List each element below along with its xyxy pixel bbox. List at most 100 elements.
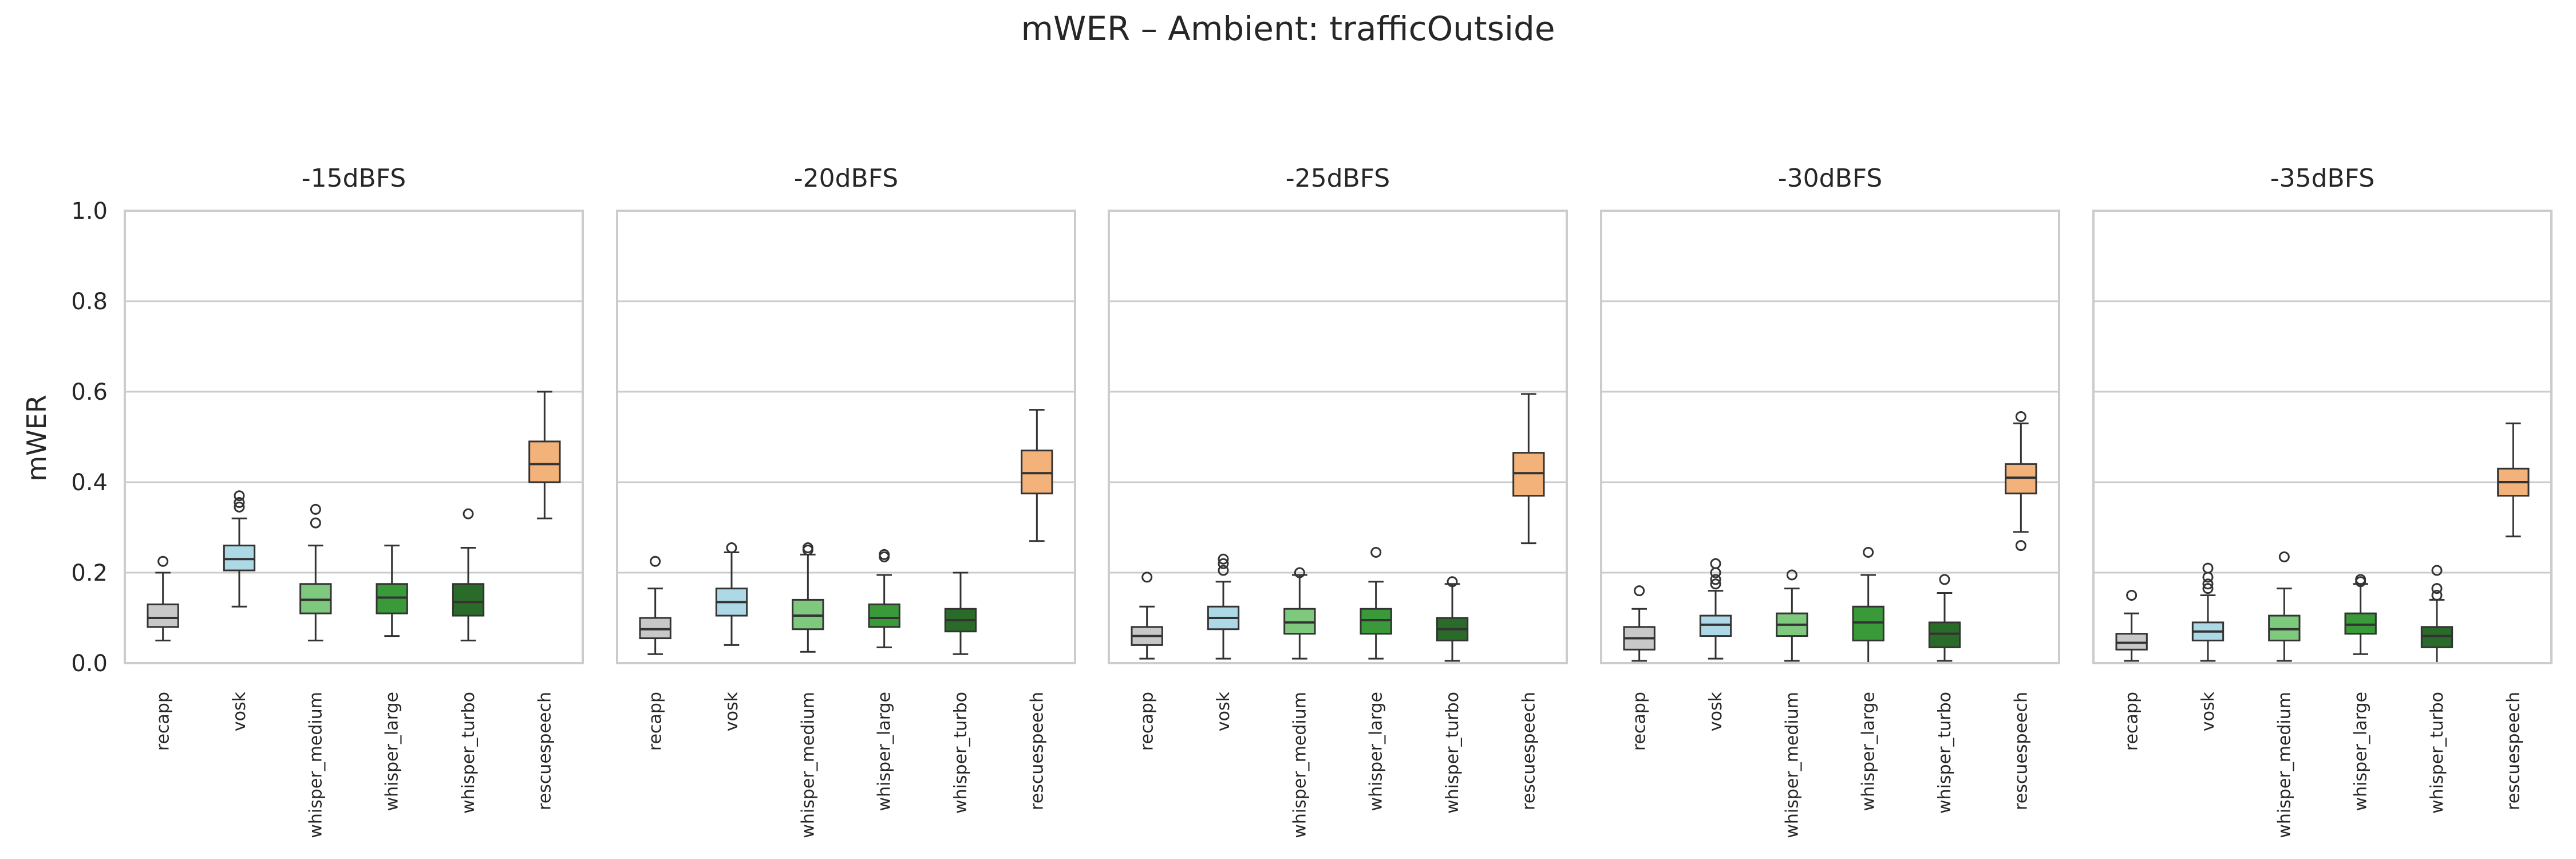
box-whisper_turbo <box>944 572 977 655</box>
box-whisper_turbo <box>2420 565 2453 664</box>
x-tick-label: recapp <box>1137 692 1157 751</box>
outlier-point <box>157 555 169 567</box>
outlier-point <box>1370 546 1382 558</box>
x-tick-label: whisper_large <box>2351 692 2371 811</box>
panel-3: -30dBFS recapp vosk whisper_medium whisper_l… <box>1600 164 2060 838</box>
panel-title: -15dBFS <box>302 164 406 193</box>
outlier-point <box>310 503 321 515</box>
x-tick-label: whisper_turbo <box>1935 692 1955 814</box>
plot-frame <box>124 210 584 664</box>
x-tick-label: whisper_medium <box>2274 692 2294 838</box>
x-tick-label: vosk <box>230 691 250 731</box>
box-recapp <box>639 555 671 655</box>
outlier-point <box>1218 565 1229 576</box>
outlier-point <box>310 517 321 529</box>
y-axis-label: mWER <box>21 395 52 481</box>
y-tick-label: 0.0 <box>71 651 108 677</box>
outlier-point <box>726 542 737 554</box>
outlier-point <box>234 501 245 513</box>
box-whisper_large <box>868 549 900 648</box>
x-tick-label: vosk <box>1706 691 1726 731</box>
box-vosk <box>2191 562 2225 662</box>
box-whisper_medium <box>299 503 332 641</box>
panel-title: -25dBFS <box>1286 164 1390 193</box>
box-whisper_medium <box>1283 567 1316 660</box>
box-whisper_medium <box>2268 551 2301 662</box>
box-whisper_large <box>1360 546 1392 660</box>
y-tick-label: 0.6 <box>71 379 108 405</box>
x-tick-label: recapp <box>2122 692 2142 751</box>
box-body <box>868 603 900 628</box>
box-whisper_large <box>376 545 408 637</box>
plot-area <box>617 211 1075 663</box>
x-tick-label: recapp <box>646 692 666 751</box>
y-tick-label: 1.0 <box>71 198 108 224</box>
x-tick-label: rescuespeech <box>2503 692 2523 810</box>
box-recapp <box>2115 590 2148 662</box>
x-tick-label: whisper_medium <box>798 692 818 838</box>
outlier-point <box>234 497 245 509</box>
panel-4: -35dBFS recapp vosk whisper_medium whisper_l… <box>2092 164 2553 838</box>
outlier-point <box>234 490 245 502</box>
outlier-point <box>1939 574 1950 585</box>
panel-title: -20dBFS <box>794 164 898 193</box>
x-tick-label: whisper_medium <box>306 692 326 838</box>
x-tick-label: vosk <box>1214 691 1234 731</box>
outlier-point <box>463 508 474 519</box>
outlier-point <box>1786 569 1797 581</box>
box-rescuespeech <box>2005 411 2037 551</box>
x-tick-label: vosk <box>2198 691 2218 731</box>
box-vosk <box>1207 553 1240 660</box>
panel-title: -30dBFS <box>1778 164 1882 193</box>
x-tick-label: whisper_turbo <box>951 692 971 814</box>
box-rescuespeech <box>1512 393 1545 545</box>
x-tick-label: recapp <box>1630 692 1650 751</box>
box-whisper_medium <box>792 542 824 653</box>
x-tick-label: whisper_large <box>1366 692 1386 811</box>
y-tick-label: 0.2 <box>71 560 108 586</box>
outlier-point <box>2126 590 2138 601</box>
x-tick-label: whisper_turbo <box>2427 692 2447 814</box>
outlier-point <box>1710 578 1721 590</box>
box-vosk <box>1699 558 1732 660</box>
outlier-point <box>2431 565 2443 576</box>
box-whisper_turbo <box>452 508 485 641</box>
x-tick-label: whisper_turbo <box>459 692 479 814</box>
panel-1: -20dBFS recapp vosk whisper_medium whisper_l… <box>616 164 1076 838</box>
outlier-point <box>802 542 813 554</box>
panel-2: -25dBFS recapp vosk whisper_medium whisper_l… <box>1108 164 1568 838</box>
x-tick-label: whisper_turbo <box>1443 692 1463 814</box>
outlier-point <box>1447 576 1458 588</box>
x-tick-label: recapp <box>153 692 173 751</box>
outlier-point <box>879 549 890 560</box>
outlier-point <box>1141 572 1153 583</box>
plot-frame <box>616 210 1076 664</box>
outlier-point <box>1294 567 1305 578</box>
box-whisper_turbo <box>1436 576 1469 662</box>
plot-area <box>2093 211 2551 663</box>
panels: -15dBFS 0.0 0.2 0.4 0.6 0.8 1.0 recapp vosk whisp… <box>71 164 2553 838</box>
box-recapp <box>147 555 179 641</box>
box-rescuespeech <box>2497 422 2530 538</box>
outlier-point <box>2431 590 2443 601</box>
plot-frame <box>1600 210 2060 664</box>
outlier-point <box>1218 558 1229 569</box>
box-body <box>528 440 561 483</box>
x-tick-label: whisper_large <box>1859 692 1879 811</box>
plot-frame <box>2092 210 2553 664</box>
box-whisper_turbo <box>1928 574 1961 662</box>
outlier-point <box>2431 583 2443 594</box>
outlier-point <box>1863 546 1874 558</box>
box-recapp <box>1623 585 1656 662</box>
x-tick-label: whisper_medium <box>1782 692 1802 838</box>
panel-title: -35dBFS <box>2270 164 2374 193</box>
x-tick-label: rescuespeech <box>1519 692 1539 810</box>
box-body <box>452 583 485 617</box>
outlier-point <box>2202 583 2214 594</box>
outlier-point <box>2355 574 2366 585</box>
box-recapp <box>1131 572 1163 660</box>
x-tick-label: whisper_medium <box>1290 692 1310 838</box>
box-rescuespeech <box>528 391 561 519</box>
x-tick-label: whisper_large <box>382 692 402 811</box>
